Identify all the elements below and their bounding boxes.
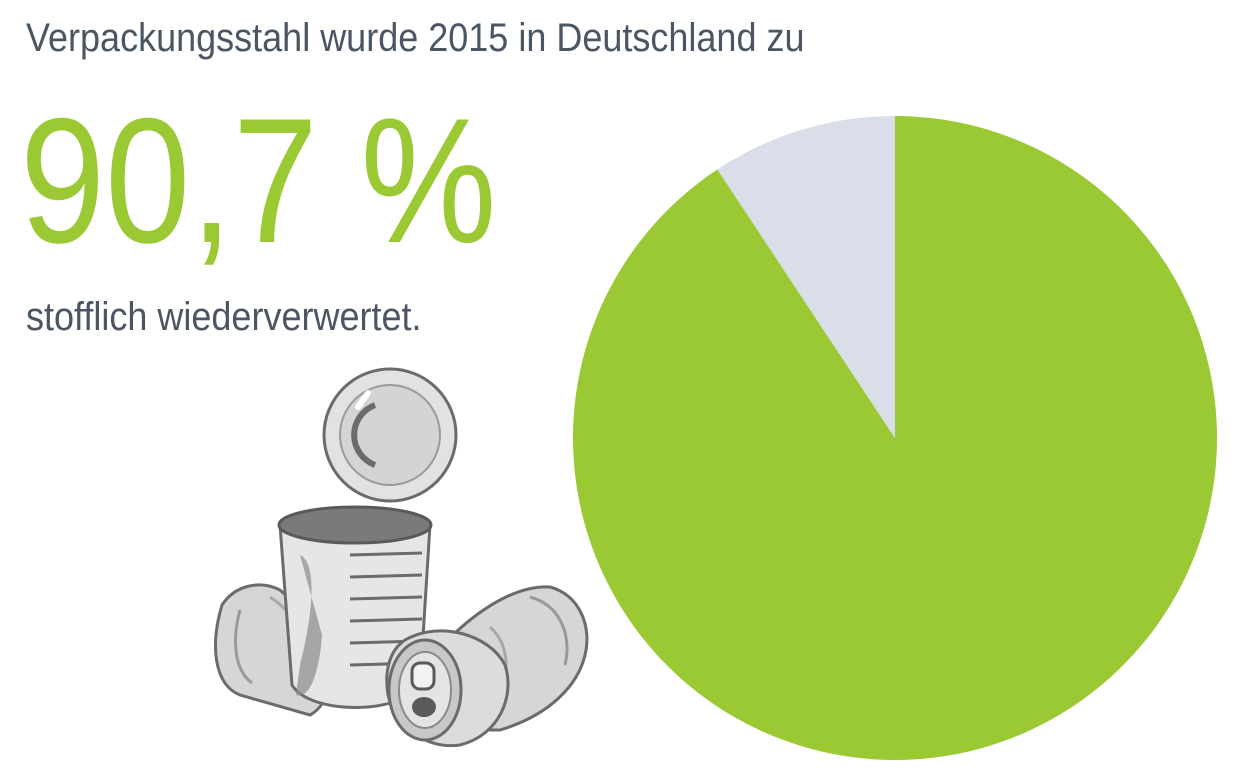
recycling-pie-chart <box>573 116 1217 761</box>
pie-slice-0 <box>573 116 1217 761</box>
subtitle: stofflich wiederverwertet. <box>26 295 422 339</box>
pie-slice-1 <box>717 116 895 438</box>
can-lid-icon <box>322 367 458 503</box>
tin-cans-icon <box>214 367 589 748</box>
drink-can-icon <box>385 629 510 748</box>
recycling-rate-value: 90,7 % <box>20 81 497 280</box>
page-title: Verpackungsstahl wurde 2015 in Deutschla… <box>26 16 805 60</box>
